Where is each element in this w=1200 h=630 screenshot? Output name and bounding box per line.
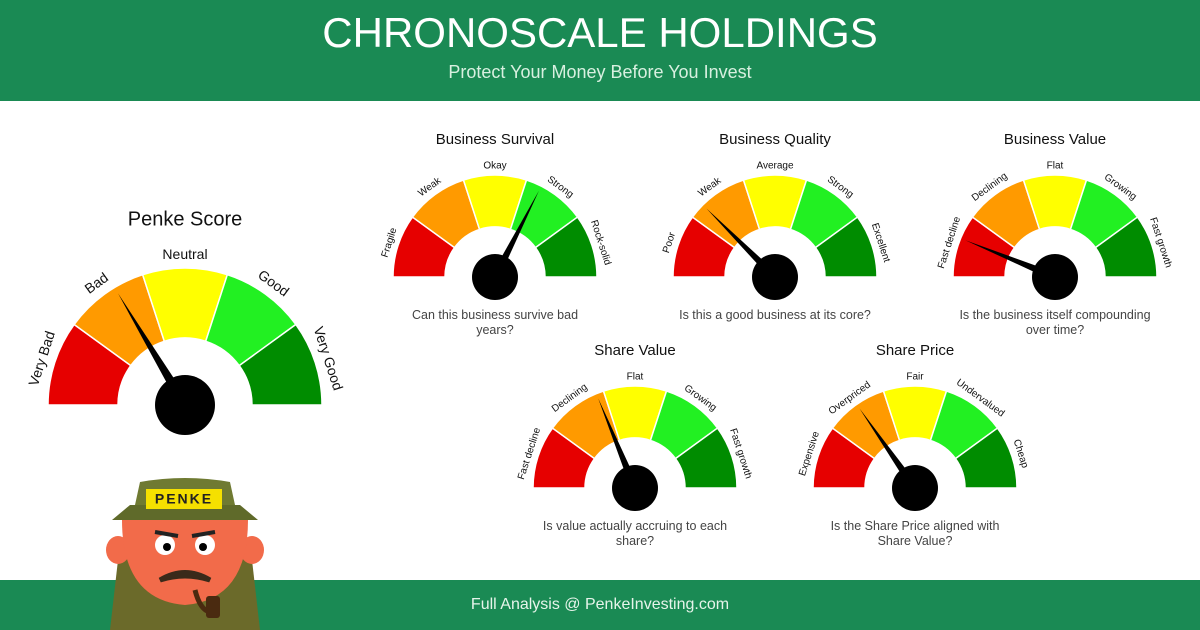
gauge-segment [238,323,323,406]
question-text: Is this a good business at its core? [679,308,871,322]
question-text: Is value actually accruing to each share… [542,519,728,548]
gauge-label: Flat [627,372,644,383]
gauge-label: Fair [906,372,924,383]
gauge-title: Share Price [876,342,954,359]
gauge-question: Can this business survive bad years? [411,308,579,337]
gauge-question: Is the business itself compounding over … [959,308,1151,337]
gauge-segment [814,215,878,278]
gauge-label: Okay [483,161,506,172]
gauge-question: Is value actually accruing to each share… [542,519,728,548]
gauge-label: Average [756,161,794,172]
needle-hub [155,375,215,435]
gauge-title: Business Survival [436,131,554,148]
gauge-segment [674,426,738,489]
gauge-label: Neutral [162,246,207,262]
gauge-title: Penke Score [128,208,243,230]
question-text: Can this business survive bad years? [411,308,579,337]
gauge-title: Business Value [1004,131,1106,148]
footer-text: Full Analysis @ PenkeInvesting.com [471,596,729,613]
gauge-title: Share Value [594,342,675,359]
needle-hub [752,254,798,300]
question-text: Is the business itself compounding over … [959,308,1151,337]
gauge-title: Business Quality [719,131,831,148]
gauge-question: Is the Share Price aligned with Share Va… [830,519,1000,548]
gauge-segment [534,215,598,278]
needle-hub [472,254,518,300]
hat-label: PENKE [155,491,213,507]
needle-hub [892,465,938,511]
subtitle: Protect Your Money Before You Invest [448,62,751,82]
gauge-segment [954,426,1018,489]
title: CHRONOSCALE HOLDINGS [322,9,877,56]
gauge-label: Flat [1047,161,1064,172]
needle-hub [1032,254,1078,300]
gauge-segment [1094,215,1158,278]
gauge-question: Is this a good business at its core? [679,308,871,322]
mascot: PENKE [106,478,264,630]
header [0,0,1200,101]
question-text: Is the Share Price aligned with Share Va… [830,519,1000,548]
needle-hub [612,465,658,511]
